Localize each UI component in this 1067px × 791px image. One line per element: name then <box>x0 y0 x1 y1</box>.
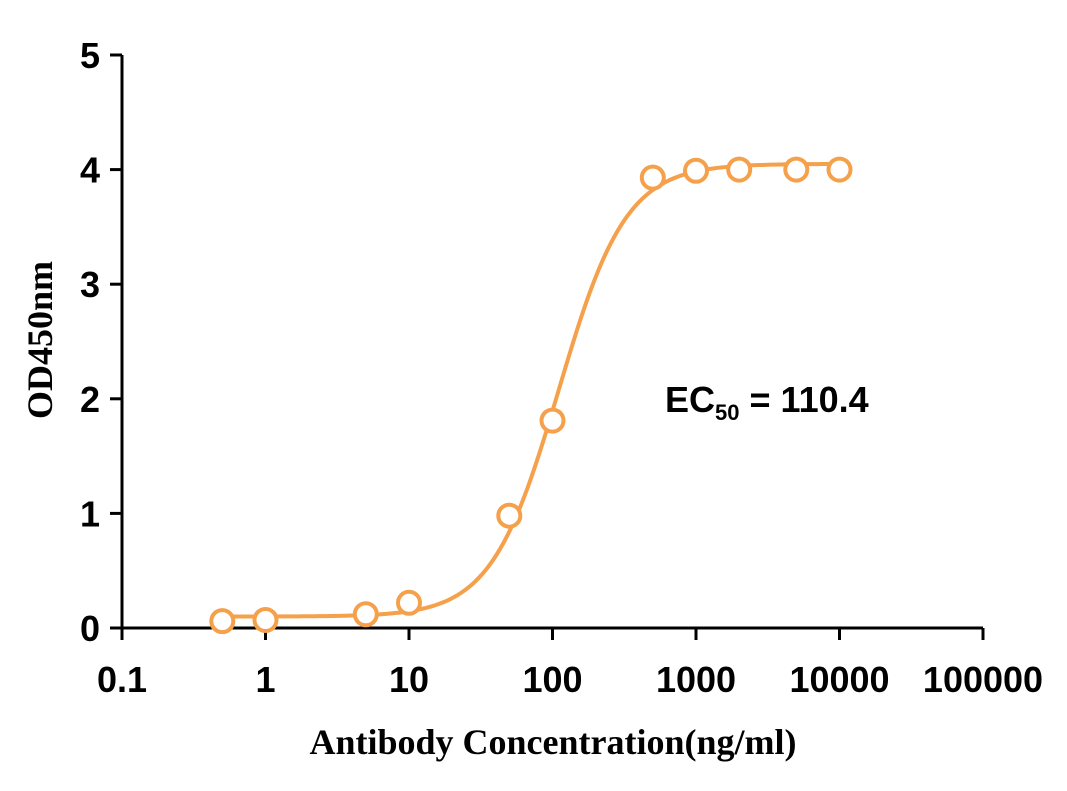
x-tick-label: 1000 <box>656 659 736 700</box>
data-point <box>683 157 709 184</box>
ec50-prefix: EC <box>665 379 715 420</box>
data-point <box>396 589 422 616</box>
x-tick-label: 0.1 <box>97 659 147 700</box>
x-axis-title: Antibody Concentration(ng/ml) <box>309 722 796 762</box>
y-ticks: 0 1 2 3 4 5 <box>80 35 122 649</box>
y-tick-label: 4 <box>80 150 100 191</box>
axes <box>120 55 983 630</box>
x-tick-label: 10 <box>389 659 429 700</box>
y-tick-label: 3 <box>80 264 100 305</box>
data-point <box>639 164 666 191</box>
ec50-value: = 110.4 <box>740 379 869 420</box>
x-ticks: 0.1 1 10 100 1000 10000 100000 <box>97 628 1043 700</box>
data-point <box>726 156 753 183</box>
data-point <box>352 601 379 628</box>
y-tick-label: 1 <box>80 493 100 534</box>
y-tick-label: 0 <box>80 608 100 649</box>
y-tick-label: 5 <box>80 35 100 76</box>
data-point <box>209 608 236 635</box>
x-tick-label: 10000 <box>789 659 889 700</box>
data-point <box>783 156 810 183</box>
data-point <box>252 606 279 633</box>
x-tick-label: 1 <box>255 659 275 700</box>
ec50-subscript: 50 <box>715 400 739 425</box>
data-point <box>539 407 566 434</box>
ec50-annotation: EC50 = 110.4 <box>665 379 869 425</box>
x-tick-label: 100 <box>522 659 582 700</box>
y-axis-title: OD450nm <box>20 261 60 419</box>
data-point <box>496 502 523 529</box>
y-tick-label: 2 <box>80 379 100 420</box>
x-tick-label: 100000 <box>923 659 1043 700</box>
data-points <box>209 156 853 635</box>
data-point <box>826 156 853 183</box>
